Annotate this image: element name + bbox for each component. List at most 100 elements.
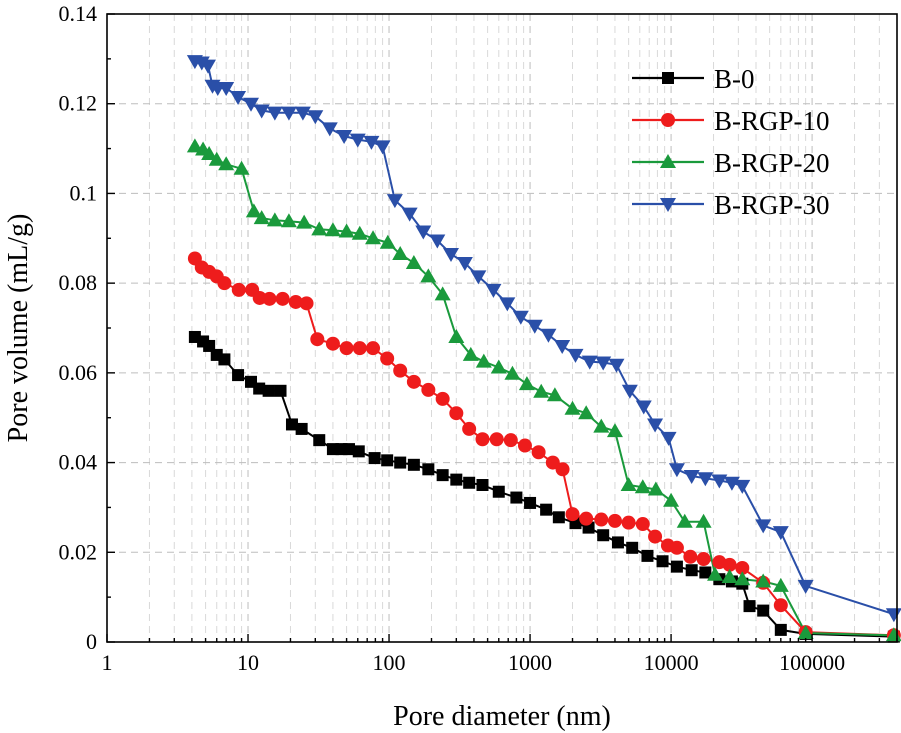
data-point-b-rgp-30: [668, 463, 685, 478]
data-point-b-rgp-30: [554, 339, 571, 354]
data-point-b-rgp-30: [230, 90, 247, 105]
data-point-b-rgp-10: [435, 391, 450, 406]
data-point-b-rgp-30: [755, 519, 772, 534]
data-point-b-rgp-30: [540, 328, 557, 343]
data-point-b-rgp-30: [442, 247, 459, 262]
data-point-b-rgp-20: [266, 212, 283, 227]
data-point-b-0: [422, 463, 435, 476]
data-point-b-0: [285, 418, 298, 431]
data-point-b-rgp-30: [772, 526, 789, 541]
x-tick-label: 1000: [508, 650, 552, 675]
data-point-b-rgp-30: [363, 135, 380, 150]
data-point-b-rgp-20: [311, 221, 328, 236]
legend-label-b-rgp-10: B-RGP-10: [714, 106, 830, 136]
data-point-b-0: [552, 511, 565, 524]
data-point-b-rgp-20: [707, 566, 724, 581]
data-point-b-rgp-20: [208, 151, 225, 166]
data-point-b-rgp-10: [503, 433, 518, 448]
data-point-b-rgp-20: [201, 145, 218, 160]
data-point-b-rgp-30: [415, 225, 432, 240]
legend-marker-b-rgp-10: [661, 113, 675, 127]
y-tick-label: 0.12: [59, 91, 98, 116]
data-point-b-0: [381, 454, 394, 467]
data-point-b-rgp-30: [567, 348, 584, 363]
data-point-b-rgp-20: [448, 328, 465, 343]
legend-marker-b-0: [662, 72, 674, 84]
data-point-b-rgp-10: [531, 445, 546, 460]
data-point-b-rgp-10: [635, 517, 650, 532]
data-point-b-0: [743, 600, 756, 613]
data-point-b-0: [626, 541, 639, 554]
tick-labels: 1 10 100 1000 10000 100000 0 0.02 0.04 0.06 0.08 0.…: [59, 1, 846, 675]
data-point-b-0: [352, 445, 365, 458]
data-point-b-rgp-30: [336, 130, 353, 145]
data-point-b-rgp-10: [339, 341, 354, 356]
data-point-b-rgp-30: [797, 579, 814, 594]
data-point-b-0: [611, 536, 624, 549]
data-point-b-rgp-10: [380, 351, 395, 366]
y-tick-label: 0.06: [59, 360, 98, 385]
data-point-b-rgp-20: [420, 268, 437, 283]
data-point-b-rgp-20: [462, 346, 479, 361]
data-point-b-rgp-20: [533, 383, 550, 398]
data-point-b-rgp-20: [772, 577, 789, 592]
legend-label-b-0: B-0: [714, 64, 755, 94]
data-point-b-0: [450, 473, 463, 486]
data-point-b-0: [394, 456, 407, 469]
data-point-b-rgp-20: [578, 405, 595, 420]
data-point-b-rgp-30: [307, 110, 324, 125]
data-point-b-0: [253, 382, 266, 395]
data-point-b-0: [757, 604, 770, 617]
data-point-b-rgp-10: [406, 374, 421, 389]
y-axis-title: Pore volume (mL/g): [3, 214, 34, 443]
x-tick-label: 10000: [644, 650, 699, 675]
data-point-b-rgp-20: [564, 400, 581, 415]
data-point-b-0: [597, 529, 610, 542]
data-point-b-rgp-30: [734, 479, 751, 494]
data-point-b-rgp-30: [280, 106, 297, 121]
data-point-b-rgp-20: [405, 254, 422, 269]
data-point-b-rgp-10: [565, 507, 580, 522]
data-point-b-rgp-20: [253, 210, 270, 225]
data-point-b-rgp-10: [325, 336, 340, 351]
data-point-b-rgp-20: [338, 223, 355, 238]
data-point-b-rgp-30: [647, 418, 664, 433]
data-point-b-rgp-30: [266, 106, 283, 121]
data-point-b-rgp-30: [526, 319, 543, 334]
data-point-b-0: [313, 434, 326, 447]
data-point-b-rgp-10: [773, 598, 788, 613]
data-point-b-rgp-30: [608, 358, 625, 373]
data-point-b-rgp-10: [594, 512, 609, 527]
data-point-b-rgp-20: [606, 423, 623, 438]
data-point-b-rgp-30: [711, 474, 728, 489]
data-point-b-rgp-30: [401, 207, 418, 222]
gridlines: [107, 14, 897, 642]
data-point-b-rgp-10: [393, 363, 408, 378]
data-point-b-0: [510, 491, 523, 504]
data-point-b-rgp-20: [233, 160, 250, 175]
y-tick-label: 0.1: [70, 180, 98, 205]
data-point-b-rgp-10: [517, 438, 532, 453]
data-point-b-rgp-30: [499, 297, 516, 312]
x-tick-label: 1: [102, 650, 113, 675]
x-axis-title: Pore diameter (nm): [393, 701, 611, 732]
data-point-b-rgp-10: [449, 406, 464, 421]
data-point-b-rgp-30: [456, 256, 473, 271]
data-point-b-rgp-10: [421, 382, 436, 397]
data-point-b-rgp-10: [217, 276, 232, 291]
legend-marker-b-rgp-30: [660, 198, 676, 212]
data-point-b-rgp-10: [648, 529, 663, 544]
data-point-b-rgp-10: [607, 513, 622, 528]
data-point-b-rgp-20: [392, 245, 409, 260]
data-point-b-0: [670, 560, 683, 573]
data-point-b-rgp-30: [294, 106, 311, 121]
legend-label-b-rgp-30: B-RGP-30: [714, 190, 830, 220]
data-point-b-rgp-30: [199, 59, 216, 74]
y-tick-label: 0.02: [59, 539, 98, 564]
data-point-b-rgp-10: [352, 341, 367, 356]
y-tick-label: 0.08: [59, 270, 98, 295]
data-point-b-rgp-20: [634, 479, 651, 494]
data-point-b-0: [699, 566, 712, 579]
data-point-b-rgp-10: [722, 557, 737, 572]
data-point-b-rgp-30: [374, 140, 391, 155]
